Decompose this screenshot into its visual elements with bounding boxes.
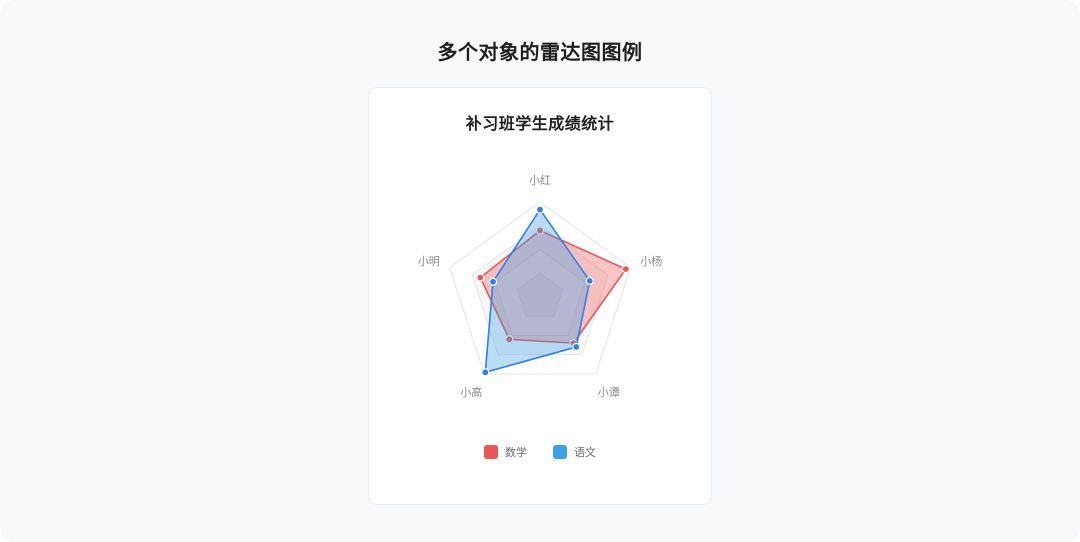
legend-swatch-chinese	[553, 445, 567, 459]
chart-title: 补习班学生成绩统计	[466, 110, 615, 134]
axis-label: 小明	[418, 253, 440, 269]
axis-label: 小高	[460, 384, 482, 400]
legend-label-chinese: 语文	[574, 444, 596, 460]
page-container: 多个对象的雷达图图例 补习班学生成绩统计 小红小杨小谭 小高 小明 数学 语文	[0, 0, 1080, 542]
legend: 数学 语文	[484, 444, 596, 460]
axis-label: 小红	[529, 172, 551, 188]
legend-item-chinese: 语文	[553, 444, 596, 460]
legend-item-math: 数学	[484, 444, 527, 460]
legend-label-math: 数学	[505, 444, 527, 460]
legend-swatch-math	[484, 445, 498, 459]
chart-card: 补习班学生成绩统计 小红小杨小谭 小高 小明 数学 语文	[368, 87, 712, 505]
axis-label: 小杨	[640, 253, 662, 269]
radar-chart: 小红小杨小谭 小高 小明	[390, 142, 690, 442]
page-title: 多个对象的雷达图图例	[438, 36, 643, 65]
axis-label: 小谭	[598, 384, 620, 400]
